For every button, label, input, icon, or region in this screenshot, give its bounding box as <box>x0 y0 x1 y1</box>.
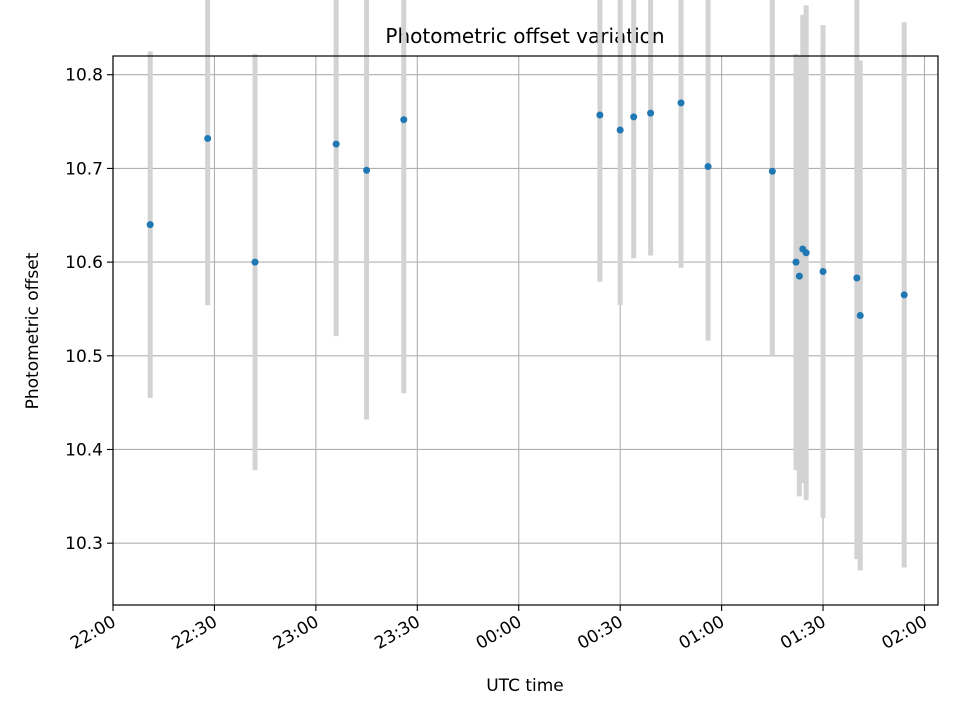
y-axis-label: Photometric offset <box>23 252 43 409</box>
data-point <box>802 249 810 257</box>
x-axis-label: UTC time <box>486 676 564 696</box>
data-point <box>819 267 827 275</box>
data-point <box>853 274 861 282</box>
data-point <box>792 258 800 266</box>
data-point <box>768 167 776 175</box>
y-tick-label: 10.8 <box>65 66 103 86</box>
data-point <box>332 140 340 148</box>
data-point <box>856 312 864 320</box>
y-tick-label: 10.6 <box>65 253 103 273</box>
plot-frame <box>112 55 939 606</box>
y-axis: 10.310.410.510.610.710.810.911.0 <box>65 66 113 554</box>
data-point <box>795 272 803 280</box>
data-point <box>251 258 259 266</box>
data-points <box>146 99 908 320</box>
y-tick-label: 10.7 <box>65 159 103 179</box>
y-tick-label: 10.5 <box>65 347 103 367</box>
data-point <box>704 163 712 171</box>
data-point <box>647 109 655 117</box>
data-point <box>363 166 371 174</box>
data-point <box>204 134 212 142</box>
data-point <box>677 99 685 107</box>
data-point <box>146 221 154 229</box>
data-point <box>400 116 408 124</box>
data-point <box>616 126 624 134</box>
data-point <box>630 113 638 121</box>
y-tick-label: 10.3 <box>65 534 103 554</box>
data-point <box>596 111 604 119</box>
chart-title: Photometric offset variation <box>385 24 664 48</box>
data-point <box>900 291 908 299</box>
y-tick-label: 10.4 <box>65 440 103 460</box>
